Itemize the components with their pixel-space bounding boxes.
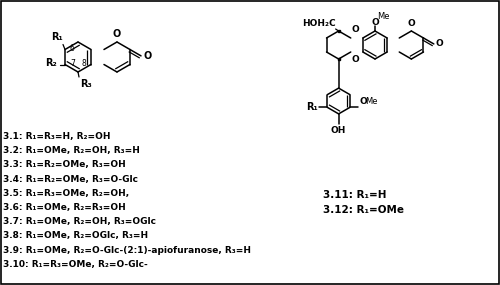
Text: 3.4: R₁=R₂=OMe, R₃=O-Glc: 3.4: R₁=R₂=OMe, R₃=O-Glc: [3, 175, 138, 184]
Text: O: O: [352, 25, 360, 34]
Text: Me: Me: [365, 97, 378, 106]
Text: 3.10: R₁=R₃=OMe, R₂=O-Glc-: 3.10: R₁=R₃=OMe, R₂=O-Glc-: [3, 260, 148, 269]
Text: O: O: [113, 29, 121, 39]
Text: 3.9: R₁=OMe, R₂=O-Glc-(2:1)-apiofuranose, R₃=H: 3.9: R₁=OMe, R₂=O-Glc-(2:1)-apiofuranose…: [3, 246, 251, 255]
Text: O: O: [408, 19, 415, 28]
Text: R₃: R₃: [80, 79, 92, 89]
Text: O: O: [352, 55, 360, 64]
Text: 3.11: R₁=H: 3.11: R₁=H: [323, 190, 386, 200]
Text: 6: 6: [69, 44, 74, 53]
Text: O: O: [359, 97, 367, 106]
Text: 3.2: R₁=OMe, R₂=OH, R₃=H: 3.2: R₁=OMe, R₂=OH, R₃=H: [3, 146, 140, 155]
Text: 3.6: R₁=OMe, R₂=R₃=OH: 3.6: R₁=OMe, R₂=R₃=OH: [3, 203, 126, 212]
Text: O: O: [371, 18, 379, 27]
Text: 3.5: R₁=R₃=OMe, R₂=OH,: 3.5: R₁=R₃=OMe, R₂=OH,: [3, 189, 129, 198]
Text: 7: 7: [70, 59, 75, 68]
Text: 3.3: R₁=R₂=OMe, R₃=OH: 3.3: R₁=R₂=OMe, R₃=OH: [3, 160, 126, 169]
Text: R₁: R₁: [52, 32, 63, 42]
Text: 3.12: R₁=OMe: 3.12: R₁=OMe: [323, 205, 404, 215]
Text: R₂: R₂: [46, 58, 57, 68]
Text: 8: 8: [81, 59, 86, 68]
Text: 3.7: R₁=OMe, R₂=OH, R₃=OGlc: 3.7: R₁=OMe, R₂=OH, R₃=OGlc: [3, 217, 156, 226]
Text: R₁: R₁: [306, 102, 318, 113]
Text: O: O: [436, 39, 444, 48]
Text: 3.8: R₁=OMe, R₂=OGlc, R₃=H: 3.8: R₁=OMe, R₂=OGlc, R₃=H: [3, 231, 148, 241]
Text: 3.1: R₁=R₃=H, R₂=OH: 3.1: R₁=R₃=H, R₂=OH: [3, 132, 110, 141]
Text: HOH₂C: HOH₂C: [302, 19, 336, 28]
Text: OH: OH: [331, 126, 346, 135]
Text: O: O: [143, 51, 152, 61]
Text: Me: Me: [377, 12, 390, 21]
